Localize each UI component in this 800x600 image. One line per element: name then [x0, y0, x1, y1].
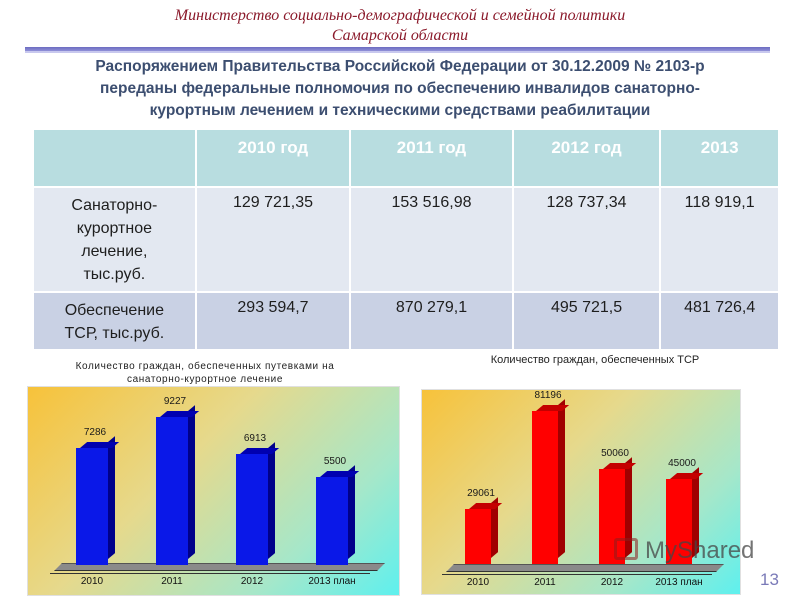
bar-value-label: 29061	[467, 488, 495, 499]
x-tick-label: 2011	[161, 576, 183, 587]
chart-bar	[532, 399, 570, 564]
watermark-text: MyShared	[645, 537, 755, 564]
chart-bar	[236, 442, 280, 565]
bar-value-label: 81196	[534, 390, 562, 401]
funding-table: 2010 год 2011 год 2012 год 2013 Санаторн…	[32, 128, 780, 351]
row-label-line: Санаторно-	[71, 197, 158, 214]
x-axis	[50, 573, 370, 574]
ministry-line-2: Самарской области	[331, 27, 469, 44]
table-cell: 128 737,34	[511, 186, 662, 293]
x-tick-label: 2011	[534, 577, 556, 588]
table-cell: 495 721,5	[511, 291, 662, 351]
table-header-cell: 2012 год	[511, 128, 662, 188]
bar-value-label: 7286	[83, 427, 107, 438]
bar-value-label: 6913	[243, 433, 267, 444]
headline-line-2: переданы федеральные полномочия по обесп…	[100, 80, 700, 97]
x-tick-label: 2012	[240, 576, 264, 587]
bar-value-label: 5500	[323, 456, 347, 467]
table-cell: 118 919,1	[659, 186, 780, 293]
chart-sanatorium-title: Количество граждан, обеспеченных путевка…	[40, 360, 370, 386]
chart-bar	[316, 465, 360, 565]
chart-bar	[76, 436, 120, 565]
table-header-cell: 2010 год	[194, 128, 352, 188]
table-cell: 129 721,35	[194, 186, 352, 293]
headline-line-1: Распоряжением Правительства Российской Ф…	[95, 58, 705, 75]
table-row: Санаторно- курортное лечение, тыс.руб. 1…	[32, 186, 780, 293]
x-tick-label: 2010	[466, 577, 490, 588]
chart-floor	[446, 564, 724, 572]
chart-tsr-title: Количество граждан, обеспеченных ТСР	[490, 354, 700, 366]
chart-bar	[156, 405, 200, 565]
ministry-line-1: Министерство социально-демографической и…	[174, 7, 626, 24]
row-label: Обеспечение ТСР, тыс.руб.	[32, 291, 197, 351]
table-cell: 481 726,4	[659, 291, 780, 351]
table-cell: 870 279,1	[349, 291, 514, 351]
watermark-icon	[614, 538, 638, 560]
x-tick-label: 2012	[600, 577, 624, 588]
chart-title-line: Количество граждан, обеспеченных путевка…	[75, 361, 335, 372]
chart-bar	[599, 457, 637, 564]
bar-value-label: 50060	[601, 448, 629, 459]
table-header-cell	[32, 128, 197, 188]
row-label-line: ТСР, тыс.руб.	[64, 325, 165, 342]
chart-bar	[666, 467, 704, 564]
x-tick-label: 2013 план	[308, 576, 356, 587]
page-number: 13	[760, 570, 779, 589]
row-label-line: лечение,	[81, 243, 148, 260]
chart-bar	[465, 497, 503, 564]
x-tick-label: 2010	[80, 576, 104, 587]
header-divider	[25, 47, 770, 51]
table-cell: 293 594,7	[194, 291, 352, 351]
table-header-cell: 2011 год	[349, 128, 514, 188]
ministry-header: Министерство социально-демографической и…	[100, 6, 700, 46]
row-label-line: тыс.руб.	[83, 266, 146, 283]
table-cell: 153 516,98	[349, 186, 514, 293]
table-header-cell: 2013	[659, 128, 780, 188]
header-divider-shadow	[25, 51, 770, 53]
chart-tsr-plot: 29061 2010 81196 2011 50060 2012 45000 2013 пла…	[421, 389, 741, 595]
row-label-line: курортное	[76, 220, 153, 237]
x-tick-label: 2013 план	[655, 577, 703, 588]
table-row: Обеспечение ТСР, тыс.руб. 293 594,7 870 …	[32, 291, 780, 351]
bar-value-label: 45000	[668, 458, 696, 469]
slide-headline: Распоряжением Правительства Российской Ф…	[40, 56, 760, 122]
chart-sanatorium-plot: 7286 2010 9227 2011 6913 2012 5500 2013 план	[27, 386, 400, 596]
row-label-line: Обеспечение	[64, 302, 164, 319]
table-header-row: 2010 год 2011 год 2012 год 2013	[32, 128, 780, 188]
x-axis	[442, 574, 712, 575]
headline-line-3: курортным лечением и техническими средст…	[149, 102, 651, 119]
bar-value-label: 9227	[163, 396, 187, 407]
row-label: Санаторно- курортное лечение, тыс.руб.	[32, 186, 197, 293]
chart-title-line: санаторно-курортное лечение	[127, 374, 283, 385]
